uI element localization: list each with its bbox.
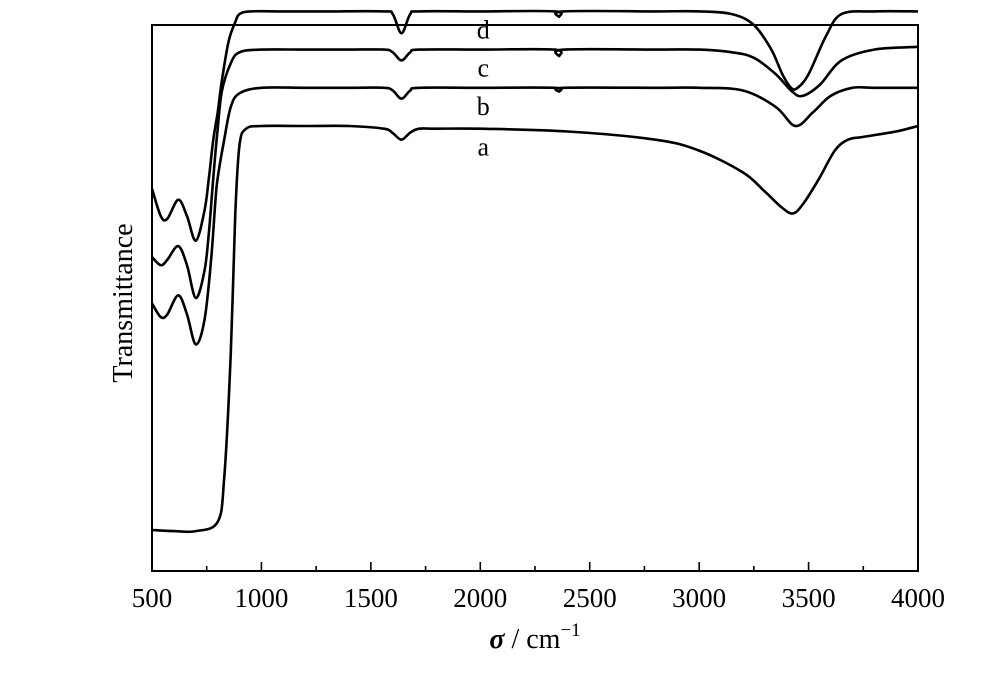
y-axis-title: Transmittance bbox=[108, 223, 139, 382]
x-tick-label: 1500 bbox=[344, 583, 398, 613]
x-axis-title-exponent: −1 bbox=[560, 620, 580, 641]
x-tick-label: 3500 bbox=[782, 583, 836, 613]
plot-area bbox=[151, 24, 919, 572]
ticks-layer: 500 1000 1500 2000 2500 3000 3500 4000 bbox=[132, 562, 945, 613]
series-label-a: a bbox=[478, 133, 490, 162]
series-line-b bbox=[150, 85, 918, 346]
x-axis-title-unit: / cm bbox=[504, 624, 560, 655]
series-label-c: c bbox=[478, 54, 490, 83]
x-axis-title: σ / cm−1 bbox=[489, 620, 580, 655]
series-line-c bbox=[151, 45, 919, 300]
series-line-d bbox=[150, 9, 919, 243]
series-layer bbox=[150, 9, 919, 534]
series-line-a bbox=[151, 124, 919, 534]
x-tick-label: 2500 bbox=[563, 583, 617, 613]
x-tick-label: 2000 bbox=[453, 583, 507, 613]
x-tick-label: 1000 bbox=[234, 583, 288, 613]
x-tick-label: 4000 bbox=[891, 583, 945, 613]
x-axis-title-symbol: σ bbox=[489, 624, 505, 655]
x-tick-label: 500 bbox=[132, 583, 173, 613]
x-tick-label: 3000 bbox=[672, 583, 726, 613]
series-label-d: d bbox=[477, 15, 490, 44]
series-label-b: b bbox=[477, 92, 490, 121]
plot-frame bbox=[151, 24, 919, 572]
